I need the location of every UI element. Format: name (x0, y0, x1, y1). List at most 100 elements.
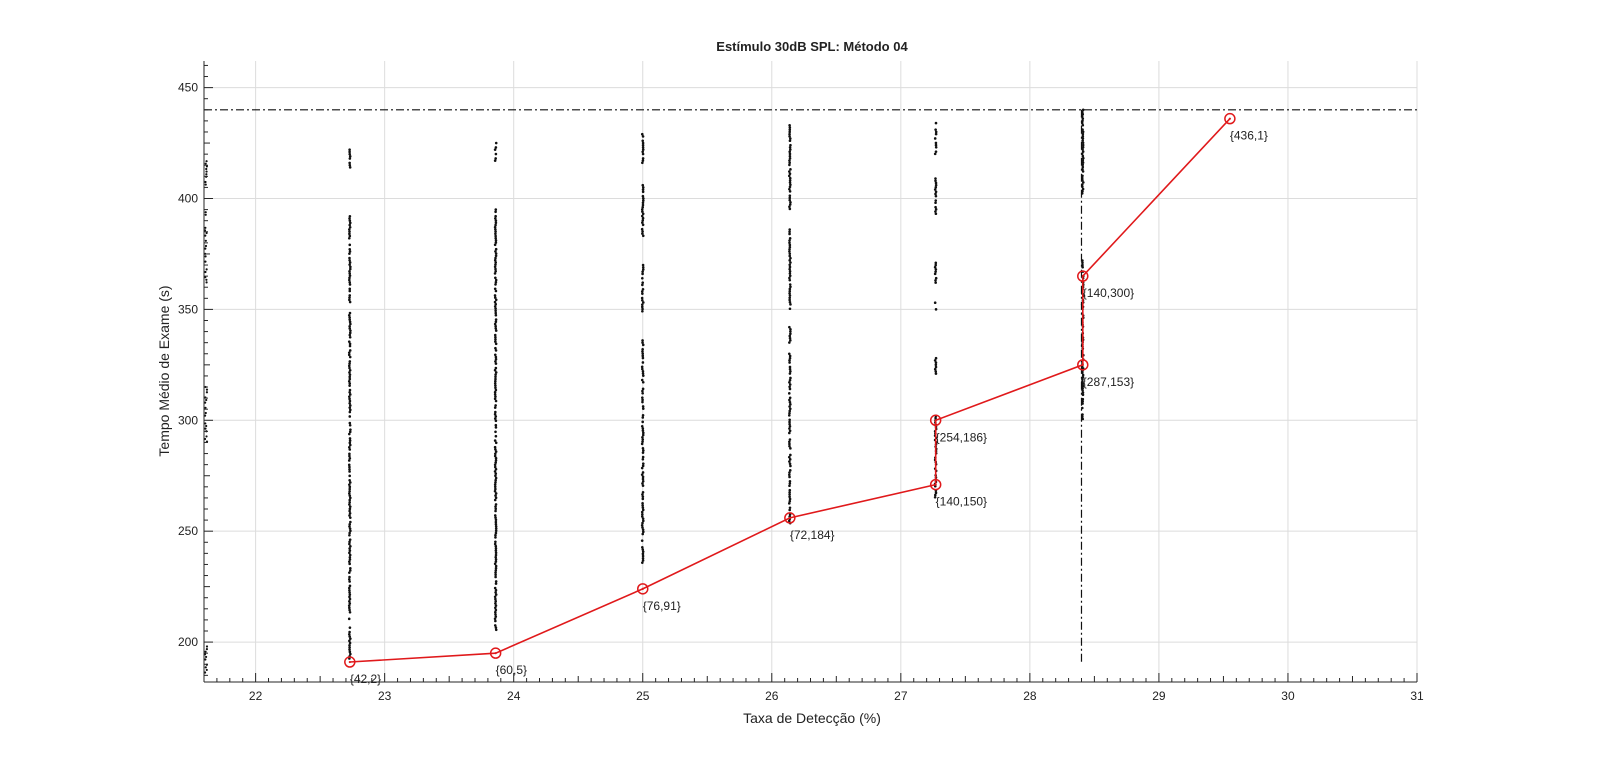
scatter-point (641, 341, 644, 344)
y-axis-label: Tempo Médio de Exame (s) (156, 285, 172, 456)
scatter-point (494, 366, 498, 370)
scatter-point (1081, 143, 1085, 147)
scatter-point (204, 244, 208, 248)
scatter-point (493, 300, 497, 304)
scatter-point (494, 615, 498, 618)
scatter-point (1081, 110, 1084, 114)
scatter-point (348, 538, 352, 541)
scatter-point (788, 267, 791, 271)
scatter-point (494, 494, 497, 497)
scatter-point (641, 475, 645, 479)
scatter-point (788, 420, 791, 424)
scatter-point (641, 212, 645, 216)
scatter-point (788, 296, 792, 300)
scatter-point (1081, 174, 1084, 178)
scatter-point (788, 259, 791, 262)
scatter-point (788, 187, 791, 191)
scatter-point (789, 339, 792, 342)
scatter-point (1081, 148, 1084, 151)
scatter-point (205, 281, 208, 284)
y-tick-label: 350 (178, 302, 198, 316)
scatter-point (348, 569, 352, 572)
scatter-point (348, 355, 352, 359)
scatter-point (640, 442, 644, 446)
scatter-point (494, 608, 498, 612)
scatter-point (494, 373, 497, 376)
scatter-point (788, 128, 792, 132)
scatter-point (788, 418, 791, 422)
scatter-point (494, 525, 498, 528)
scatter-point (788, 378, 792, 382)
scatter-point (348, 219, 352, 222)
scatter-point (640, 539, 644, 542)
scatter-point (493, 617, 497, 621)
scatter-point (347, 617, 351, 621)
scatter-point (641, 391, 644, 395)
scatter-point (204, 411, 207, 415)
scatter-point (348, 553, 352, 557)
scatter-point (347, 492, 351, 495)
scatter-point (348, 610, 352, 614)
scatter-point (494, 338, 497, 341)
scatter-point (1081, 161, 1085, 164)
scatter-point (493, 470, 497, 473)
scatter-point (348, 626, 352, 629)
scatter-point (204, 650, 207, 653)
scatter-point (494, 558, 498, 561)
scatter-point (788, 506, 792, 510)
scatter-point (788, 172, 792, 176)
scatter-point (493, 562, 497, 566)
scatter-point (348, 232, 351, 236)
scatter-point (494, 492, 498, 495)
scatter-point (788, 460, 791, 463)
scatter-point (788, 157, 792, 160)
scatter-point (641, 512, 644, 516)
scatter-point (494, 375, 497, 379)
scatter-point (933, 152, 937, 156)
scatter-point (934, 212, 938, 216)
x-tick-label: 23 (378, 689, 392, 703)
scatter-point (493, 595, 497, 599)
scatter-point (347, 353, 351, 357)
series-marker (1077, 359, 1089, 371)
series-marker-center (1081, 363, 1084, 366)
scatter-point (349, 529, 352, 533)
scatter-point (348, 366, 351, 370)
scatter-point (788, 383, 792, 386)
scatter-point (788, 336, 792, 340)
scatter-point (1081, 373, 1085, 377)
scatter-point (788, 325, 791, 329)
scatter-point (204, 239, 207, 242)
scatter-point (348, 531, 351, 535)
scatter-point (787, 352, 791, 356)
scatter-point (640, 303, 644, 306)
scatter-point (788, 354, 792, 358)
scatter-point (1080, 192, 1084, 195)
scatter-point (787, 174, 791, 178)
scatter-point (788, 495, 791, 499)
scatter-point (641, 190, 645, 194)
x-tick-label: 31 (1410, 689, 1424, 703)
scatter-point (347, 236, 351, 240)
scatter-point (494, 560, 498, 563)
scatter-point (934, 190, 938, 194)
scatter-point (493, 287, 497, 291)
scatter-point (1081, 391, 1085, 394)
scatter-point (348, 643, 351, 647)
scatter-point (641, 146, 645, 149)
scatter-point (641, 398, 644, 402)
scatter-point (934, 370, 938, 373)
scatter-point (1081, 413, 1084, 416)
scatter-point (788, 194, 792, 198)
scatter-point (348, 525, 351, 528)
scatter-point (348, 252, 351, 255)
scatter-point (204, 255, 207, 258)
scatter-point (641, 519, 645, 523)
scatter-point (641, 221, 644, 224)
scatter-point (789, 328, 792, 331)
scatter-point (788, 185, 792, 189)
scatter-point (205, 645, 209, 648)
series-marker-center (494, 652, 497, 655)
scatter-point (494, 384, 497, 387)
series-marker-center (641, 587, 644, 590)
